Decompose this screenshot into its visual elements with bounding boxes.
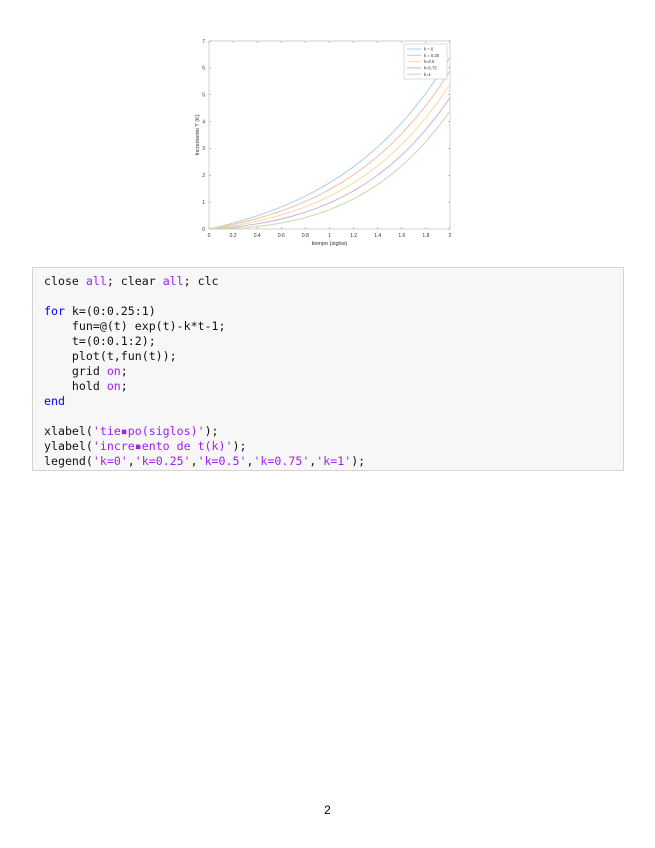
code-text: ); — [351, 454, 366, 468]
code-string: all — [85, 274, 107, 288]
code-text: close — [44, 274, 86, 288]
x-tick-label: 0.2 — [230, 233, 237, 239]
x-tick-label: 0.4 — [254, 233, 261, 239]
x-tick-label: 1.4 — [374, 233, 381, 239]
code-line: xlabel('tie▪po(siglos)'); — [44, 424, 623, 439]
x-tick-label: 1 — [328, 233, 331, 239]
code-text: ; clear — [106, 274, 163, 288]
y-tick-label: 7 — [202, 39, 205, 45]
code-text: , — [246, 454, 254, 468]
code-line: close all; clear all; clc — [44, 274, 623, 289]
code-string: 'k=0.25' — [134, 454, 191, 468]
code-line: hold on; — [44, 379, 623, 394]
code-text: ); — [232, 439, 247, 453]
series-line-k-0 — [208, 57, 451, 230]
y-tick-label: 4 — [202, 119, 205, 125]
code-text: ; — [120, 379, 128, 393]
code-text: ; clc — [183, 274, 219, 288]
code-string: 'k=0' — [92, 454, 128, 468]
x-tick-label: 0.6 — [278, 233, 285, 239]
code-line — [44, 289, 623, 304]
code-line — [44, 409, 623, 424]
code-string: 'k=0.5' — [197, 454, 247, 468]
code-line: for k=(0:0.25:1) — [44, 304, 623, 319]
y-tick-label: 6 — [202, 66, 205, 72]
code-block: close all; clear all; clc for k=(0:0.25:1… — [32, 267, 624, 471]
code-keyword: end — [44, 394, 65, 408]
x-tick-label: 1.2 — [350, 233, 357, 239]
code-text: fun=@(t) exp(t)-k*t-1; — [44, 319, 226, 333]
matlab-figure: 0 0.2 0.4 0.6 0.8 1 1.2 1.4 1.6 1.8 2 0 1 2 3 4 5 6 7 tiemp… — [185, 33, 465, 255]
y-tick-label: 5 — [202, 93, 205, 99]
code-string: all — [162, 274, 184, 288]
series-line-k-0-75 — [208, 97, 451, 230]
code-line: legend('k=0','k=0.25','k=0.5','k=0.75','… — [44, 454, 623, 469]
code-line: end — [44, 394, 623, 409]
legend-entry: k = 0 — [424, 47, 434, 52]
x-tick-label: 2 — [449, 233, 452, 239]
code-string: on — [106, 379, 121, 393]
code-string: 'k=1' — [316, 454, 352, 468]
x-tick-label: 1.8 — [422, 233, 429, 239]
line-chart: 0 0.2 0.4 0.6 0.8 1 1.2 1.4 1.6 1.8 2 0 1 2 3 4 5 6 7 tiemp… — [195, 39, 452, 247]
code-line: t=(0:0.1:2); — [44, 334, 623, 349]
y-axis-label: Incremento T (K) — [195, 114, 201, 155]
code-line: ylabel('incre▪ento de t(k)'); — [44, 439, 623, 454]
code-string: on — [106, 364, 121, 378]
x-tick-label: 0 — [208, 233, 211, 239]
code-text: , — [127, 454, 135, 468]
y-tick-label: 3 — [202, 146, 205, 152]
x-tick-label: 0.8 — [302, 233, 309, 239]
code-keyword: for — [44, 304, 65, 318]
y-tick-label: 0 — [202, 227, 205, 233]
series-line-k-1 — [208, 110, 451, 230]
code-text: t=(0:0.1:2); — [44, 334, 156, 348]
legend-entry: k = 0.25 — [424, 53, 440, 58]
code-text: hold — [44, 379, 107, 393]
code-text: legend( — [44, 454, 93, 468]
page-number: 2 — [324, 803, 331, 817]
code-text: xlabel( — [44, 424, 93, 438]
code-text: , — [309, 454, 317, 468]
series-line-k-0-5 — [208, 83, 451, 230]
code-string: 'incre▪ento de t(k)' — [92, 439, 233, 453]
y-tick-label: 1 — [202, 200, 205, 206]
legend-entry: k=0.75 — [424, 66, 437, 71]
series-line-k-0-25 — [208, 70, 451, 230]
code-text: , — [190, 454, 198, 468]
code-text: grid — [44, 364, 107, 378]
code-line: fun=@(t) exp(t)-k*t-1; — [44, 319, 623, 334]
code-text: k=(0:0.25:1) — [64, 304, 156, 318]
x-tick-label: 1.6 — [398, 233, 405, 239]
code-text: ylabel( — [44, 439, 93, 453]
code-line: plot(t,fun(t)); — [44, 349, 623, 364]
code-string: 'tie▪po(siglos)' — [92, 424, 205, 438]
code-text: plot(t,fun(t)); — [44, 349, 177, 363]
legend-entry: k=0.5 — [424, 59, 435, 64]
legend-entry: k=1 — [424, 72, 432, 77]
code-text: ; — [120, 364, 128, 378]
code-text: ); — [204, 424, 219, 438]
code-string: 'k=0.75' — [253, 454, 310, 468]
code-line: grid on; — [44, 364, 623, 379]
y-tick-label: 2 — [202, 173, 205, 179]
x-axis-label: tiempo (siglos) — [312, 241, 348, 247]
